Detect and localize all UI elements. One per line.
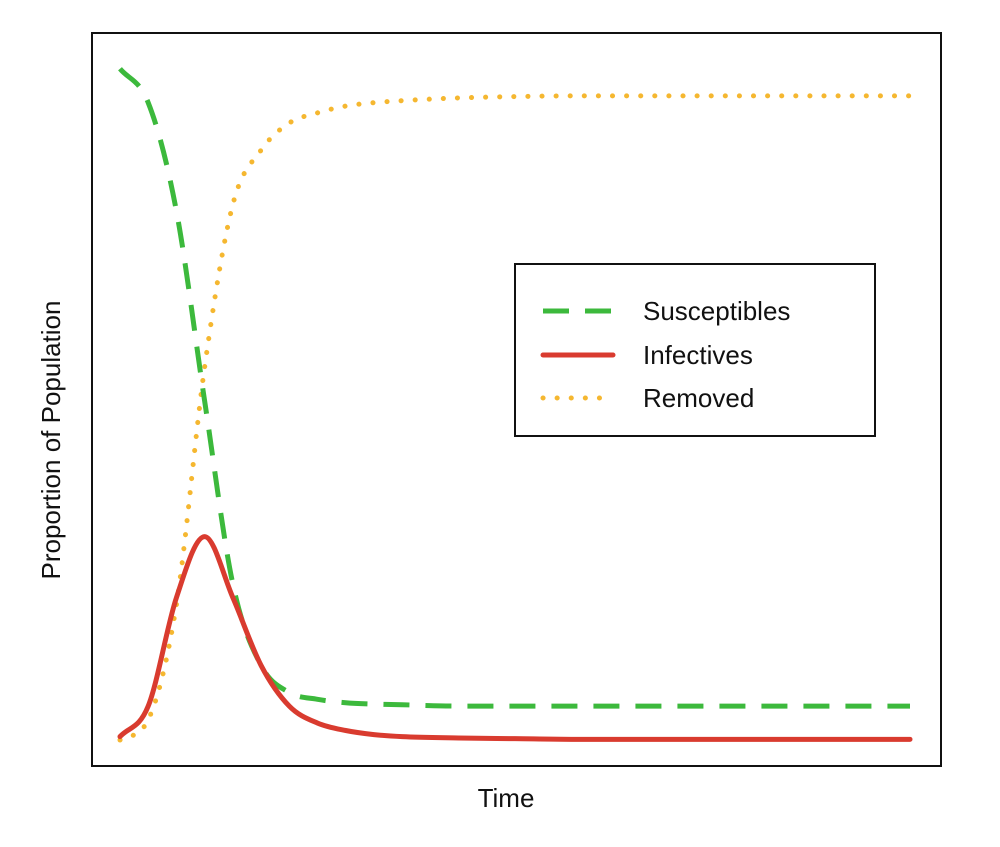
legend: Susceptibles Infectives Removed — [514, 263, 876, 437]
legend-label-infectives: Infectives — [643, 340, 753, 370]
legend-label-susceptibles: Susceptibles — [643, 296, 790, 326]
y-axis-label: Proportion of Population — [36, 301, 66, 580]
series-layer — [117, 67, 913, 743]
legend-label-removed: Removed — [643, 383, 754, 413]
x-axis-label: Time — [478, 783, 535, 813]
series-line-infectives — [117, 534, 913, 742]
series-line-susceptibles — [118, 67, 910, 709]
plot-frame — [91, 32, 942, 767]
series-line-removed — [117, 93, 913, 743]
legend-box — [514, 263, 876, 437]
